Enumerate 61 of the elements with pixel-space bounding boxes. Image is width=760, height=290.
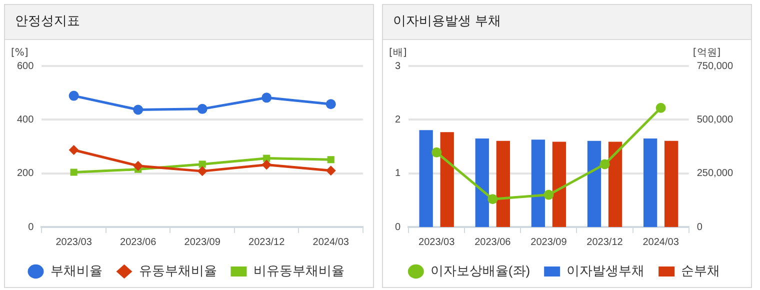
x-tick-label: 2023/06	[474, 236, 512, 248]
bar	[419, 130, 433, 227]
y-axis-title: [배]	[389, 48, 407, 59]
bar	[608, 142, 622, 227]
x-tick-label: 2024/03	[312, 236, 350, 248]
y-tick-label: 2	[395, 114, 401, 126]
x-tick-label: 2023/03	[56, 236, 92, 248]
x-tick-label: 2023/12	[248, 236, 286, 248]
bar	[496, 140, 510, 227]
bar	[475, 138, 489, 227]
legend-label: 이자보상배율(좌)	[430, 263, 530, 278]
point	[544, 190, 554, 200]
point	[133, 160, 144, 171]
point	[197, 166, 208, 176]
x-tick-label: 2023/03	[418, 236, 456, 248]
legend-label: 부채비율	[50, 263, 102, 278]
point	[68, 144, 79, 155]
bar	[643, 138, 658, 227]
y2-tick-label: 500,000	[696, 114, 734, 126]
y-tick-label: 600	[16, 60, 34, 72]
point	[70, 168, 78, 176]
y-tick-label: 400	[16, 114, 34, 126]
x-tick-label: 2023/12	[586, 236, 624, 248]
y2-tick-label: 0	[696, 222, 703, 233]
point	[488, 194, 498, 204]
point	[68, 90, 79, 101]
bar	[531, 140, 546, 227]
y-tick-label: 3	[395, 60, 401, 72]
legend-label: 유동부채비율	[138, 263, 217, 278]
point	[133, 104, 144, 115]
point	[432, 147, 442, 158]
legend-label: 이자발생부채	[566, 263, 645, 278]
y2-tick-label: 750,000	[696, 60, 734, 72]
legend-label: 비유동부채비율	[253, 263, 344, 278]
point	[197, 104, 208, 114]
point	[262, 92, 272, 103]
bar	[440, 132, 454, 227]
chart-title: 안정성지표	[5, 5, 373, 40]
y-tick-label: 0	[28, 222, 34, 233]
y-tick-label: 200	[16, 168, 34, 180]
point	[656, 102, 666, 113]
point	[262, 160, 272, 170]
bar	[664, 140, 678, 227]
point	[326, 99, 336, 110]
bar	[552, 142, 566, 227]
y2-axis-title: [억원]	[692, 48, 721, 59]
x-tick-label: 2023/06	[120, 236, 157, 248]
point	[600, 159, 610, 170]
bar	[587, 140, 602, 227]
y-axis-title: [%]	[11, 48, 28, 59]
y2-tick-label: 250,000	[696, 168, 734, 180]
y-tick-label: 0	[395, 222, 401, 233]
point	[198, 160, 206, 168]
x-tick-label: 2023/09	[530, 236, 568, 248]
legend-label: 순부채	[681, 263, 720, 278]
point	[326, 166, 336, 176]
x-tick-label: 2024/03	[642, 236, 680, 248]
point	[327, 156, 334, 164]
y-tick-label: 1	[395, 168, 401, 180]
chart-title: 이자비용발생 부채	[383, 5, 751, 40]
x-tick-label: 2023/09	[184, 236, 221, 248]
